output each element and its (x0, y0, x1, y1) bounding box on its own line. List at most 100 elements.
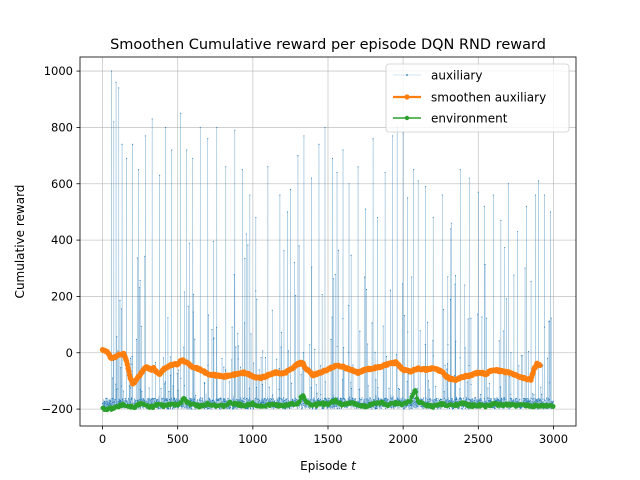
auxiliary-point (503, 397, 505, 399)
auxiliary-point (272, 394, 274, 396)
auxiliary-point (215, 326, 218, 328)
auxiliary-point (124, 397, 126, 399)
auxiliary-point (478, 399, 481, 401)
auxiliary-point (447, 344, 449, 346)
auxiliary-point (383, 400, 386, 402)
auxiliary-point (407, 373, 409, 375)
auxiliary-point (224, 369, 227, 371)
auxiliary-point (326, 399, 328, 401)
auxiliary-point (372, 406, 374, 408)
auxiliary-point (138, 407, 140, 409)
tick-layer: 0 500 1000 1500 2000 2500 3000 −200 0 200 400 600 80… (41, 64, 568, 446)
auxiliary-point (466, 398, 468, 400)
auxiliary-point (490, 399, 492, 401)
auxiliary-point (371, 408, 373, 410)
auxiliary-point (138, 287, 140, 289)
auxiliary-point (184, 407, 186, 409)
auxiliary-point (254, 397, 256, 399)
auxiliary-point (552, 400, 554, 402)
auxiliary-point (385, 398, 387, 400)
auxiliary-point (487, 387, 489, 389)
auxiliary-point (266, 399, 268, 401)
x-axis-label-variable: t (351, 459, 357, 473)
auxiliary-point (127, 402, 129, 404)
auxiliary-point (142, 398, 144, 400)
auxiliary-point (364, 276, 366, 278)
auxiliary-point (135, 399, 137, 401)
auxiliary-point (340, 407, 343, 409)
auxiliary-point (212, 240, 214, 242)
auxiliary-point (322, 407, 324, 409)
auxiliary-point (391, 397, 393, 399)
x-tick-label: 1500 (313, 432, 342, 446)
auxiliary-point (361, 399, 363, 401)
auxiliary-point (117, 401, 120, 403)
auxiliary-point (175, 398, 177, 400)
auxiliary-point (150, 399, 152, 401)
auxiliary-point (159, 408, 161, 410)
auxiliary-point (280, 331, 282, 333)
auxiliary-point (324, 126, 326, 128)
auxiliary-point (320, 400, 322, 402)
auxiliary-point (361, 397, 363, 399)
auxiliary-point (377, 397, 379, 400)
auxiliary-point (474, 397, 476, 399)
auxiliary-point (148, 387, 150, 389)
auxiliary-point (499, 386, 501, 388)
auxiliary-point (475, 397, 477, 399)
auxiliary-point (199, 126, 201, 128)
auxiliary-point (497, 400, 499, 402)
auxiliary-point (332, 278, 334, 280)
auxiliary-point (350, 387, 353, 390)
auxiliary-point (172, 399, 174, 401)
auxiliary-point (458, 407, 460, 409)
auxiliary-point (116, 336, 118, 338)
auxiliary-point (343, 347, 345, 349)
auxiliary-point (348, 305, 350, 307)
auxiliary-point (107, 402, 109, 404)
auxiliary-point (477, 313, 479, 315)
auxiliary-point (261, 399, 264, 401)
auxiliary-point (407, 405, 409, 407)
auxiliary-point (194, 338, 196, 340)
auxiliary-point (109, 400, 111, 402)
y-tick-label: 600 (51, 177, 73, 191)
auxiliary-point (136, 257, 138, 259)
auxiliary-point (269, 398, 271, 400)
auxiliary-point (397, 399, 399, 401)
auxiliary-point (386, 400, 388, 402)
auxiliary-point (431, 399, 433, 401)
auxiliary-point (543, 194, 545, 196)
auxiliary-point (520, 355, 522, 357)
auxiliary-point (177, 407, 179, 409)
auxiliary-point (490, 400, 492, 402)
auxiliary-point (340, 398, 342, 400)
auxiliary-point (515, 401, 517, 403)
auxiliary-point (252, 408, 254, 410)
auxiliary-point (447, 276, 449, 278)
auxiliary-point (168, 391, 170, 393)
auxiliary-point (388, 387, 390, 389)
auxiliary-point (375, 379, 377, 381)
auxiliary-point (463, 406, 465, 408)
auxiliary-point (342, 149, 344, 151)
auxiliary-point (163, 383, 166, 385)
auxiliary-point (211, 329, 213, 331)
auxiliary-point (464, 347, 466, 349)
auxiliary-point (264, 402, 266, 404)
auxiliary-point (323, 407, 325, 409)
auxiliary-point (154, 398, 156, 400)
auxiliary-point (258, 369, 260, 371)
auxiliary-point (373, 398, 375, 401)
auxiliary-point (338, 399, 340, 401)
auxiliary-point (267, 400, 270, 402)
auxiliary-point (501, 397, 503, 399)
auxiliary-point (234, 406, 236, 408)
auxiliary-point (111, 398, 113, 400)
auxiliary-point (350, 381, 352, 383)
auxiliary-point (297, 155, 299, 157)
auxiliary-point (416, 388, 418, 390)
y-tick-label: 400 (51, 233, 73, 247)
auxiliary-point (296, 398, 298, 401)
auxiliary-point (459, 357, 461, 359)
